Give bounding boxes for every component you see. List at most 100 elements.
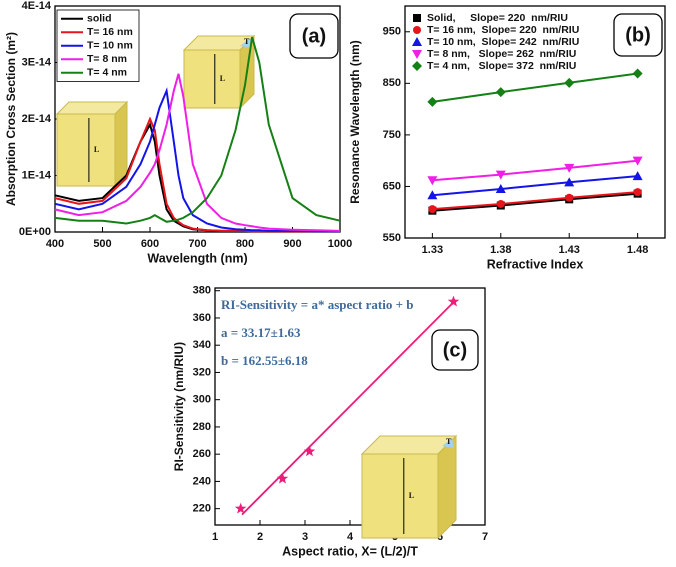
annotation: RI-Sensitivity = a* aspect ratio + b: [221, 297, 413, 312]
y-tick-label: 950: [383, 26, 401, 38]
panel-label: (b): [625, 24, 651, 46]
legend-label: T= 8 nm: [87, 53, 127, 65]
data-point: [496, 199, 505, 208]
series-line: [432, 159, 638, 182]
legend-marker: [413, 14, 421, 22]
legend-label: T= 4 nm: [87, 67, 127, 79]
data-point: [564, 163, 575, 173]
y-tick-label: 360: [193, 312, 211, 324]
x-tick-label: 1.33: [422, 244, 443, 256]
x-tick-label: 400: [46, 238, 64, 250]
x-tick-label: 600: [141, 238, 159, 250]
data-point: [632, 156, 643, 166]
x-tick-label: 6: [437, 531, 443, 543]
x-tick-label: 1: [212, 531, 218, 543]
inset-label: L: [409, 491, 414, 500]
x-tick-label: 4: [347, 531, 354, 543]
panel-label-box: [431, 329, 479, 371]
cube-front: [56, 113, 116, 187]
data-point: [633, 188, 642, 197]
data-point: [427, 176, 438, 186]
y-tick-label: 650: [383, 180, 401, 192]
x-tick-label: 1.38: [490, 244, 511, 256]
data-point: [564, 177, 575, 187]
y-tick-label: 3E-14: [22, 56, 52, 68]
legend-marker: [412, 37, 422, 46]
y-tick-label: 220: [193, 503, 211, 515]
data-point: [565, 193, 574, 202]
x-tick-label: 2: [257, 531, 263, 543]
legend-label: T= 16 nm: [87, 26, 133, 38]
y-tick-label: 260: [193, 448, 211, 460]
panel-label-box: [289, 13, 339, 59]
cube-cut: [240, 38, 252, 48]
y-axis-label: RI-Sensitivity (nm/RIU): [172, 342, 186, 471]
panel-label-box: [613, 13, 663, 57]
data-point: [564, 77, 575, 88]
series-line: [54, 36, 341, 225]
y-tick-label: 380: [193, 285, 211, 297]
y-tick-label: 240: [193, 475, 211, 487]
fit-line: [241, 301, 455, 516]
y-tick-label: 280: [193, 421, 211, 433]
data-point: [234, 502, 247, 514]
series-line: [432, 191, 638, 211]
data-point: [495, 184, 506, 194]
y-tick-label: 850: [383, 77, 401, 89]
cube-inset: L: [55, 100, 129, 188]
x-tick-label: 900: [283, 238, 301, 250]
inset-label: L: [94, 145, 99, 154]
legend-marker: [412, 50, 422, 59]
data-point: [276, 472, 289, 484]
series-line: [54, 87, 340, 233]
x-tick-label: 1.48: [627, 244, 648, 256]
legend-label: T= 8 nm, Slope= 262 nm/RIU: [427, 48, 576, 60]
cube-side: [437, 434, 457, 540]
cube-cut: [442, 438, 454, 448]
panel-label: (a): [302, 25, 326, 47]
cube-front: [183, 49, 241, 109]
x-tick-label: 500: [93, 238, 111, 250]
x-axis-label: Aspect ratio, X= (L/2)/T: [282, 544, 418, 558]
legend-marker: [413, 26, 421, 34]
series-line: [432, 192, 638, 212]
cube-side: [114, 100, 128, 188]
x-tick-label: 1000: [328, 238, 352, 250]
y-tick-label: 4E-14: [22, 0, 52, 12]
inset-label: T: [446, 437, 452, 446]
y-tick-label: 2E-14: [22, 113, 52, 125]
legend-label: T= 16 nm, Slope= 220 nm/RIU: [427, 24, 579, 36]
data-point: [303, 445, 316, 457]
y-tick-label: 750: [383, 129, 401, 141]
x-tick-label: 7: [482, 531, 488, 543]
x-tick-label: 800: [236, 238, 254, 250]
data-point: [428, 205, 437, 214]
x-tick-label: 1.43: [558, 244, 579, 256]
y-axis-label: Absorption Cross Section (m²): [4, 32, 18, 206]
y-tick-label: 550: [383, 232, 401, 244]
cube-inset: LT: [360, 434, 458, 540]
legend-label: Solid, Slope= 220 nm/RIU: [427, 12, 568, 24]
x-axis-label: Wavelength (nm): [147, 251, 247, 265]
y-tick-label: 0E+00: [19, 226, 51, 238]
data-point: [427, 190, 438, 200]
legend-label: solid: [87, 13, 112, 25]
data-point: [495, 170, 506, 180]
inset-label: L: [220, 74, 225, 83]
y-tick-label: 1E-14: [22, 169, 52, 181]
x-tick-label: 700: [188, 238, 206, 250]
y-tick-label: 340: [193, 339, 211, 351]
panel-label: (c): [443, 339, 467, 361]
legend-marker: [412, 61, 422, 71]
legend-label: T= 4 nm, Slope= 372 nm/RIU: [427, 60, 576, 72]
y-tick-label: 320: [193, 366, 211, 378]
data-point: [447, 295, 460, 307]
annotation: a = 33.17±1.63: [221, 325, 301, 340]
cube-inset: LT: [182, 34, 256, 110]
series-line: [54, 73, 341, 232]
inset-label: T: [244, 37, 250, 46]
data-point: [495, 87, 506, 98]
series-line: [432, 175, 638, 197]
data-point: [632, 171, 643, 181]
